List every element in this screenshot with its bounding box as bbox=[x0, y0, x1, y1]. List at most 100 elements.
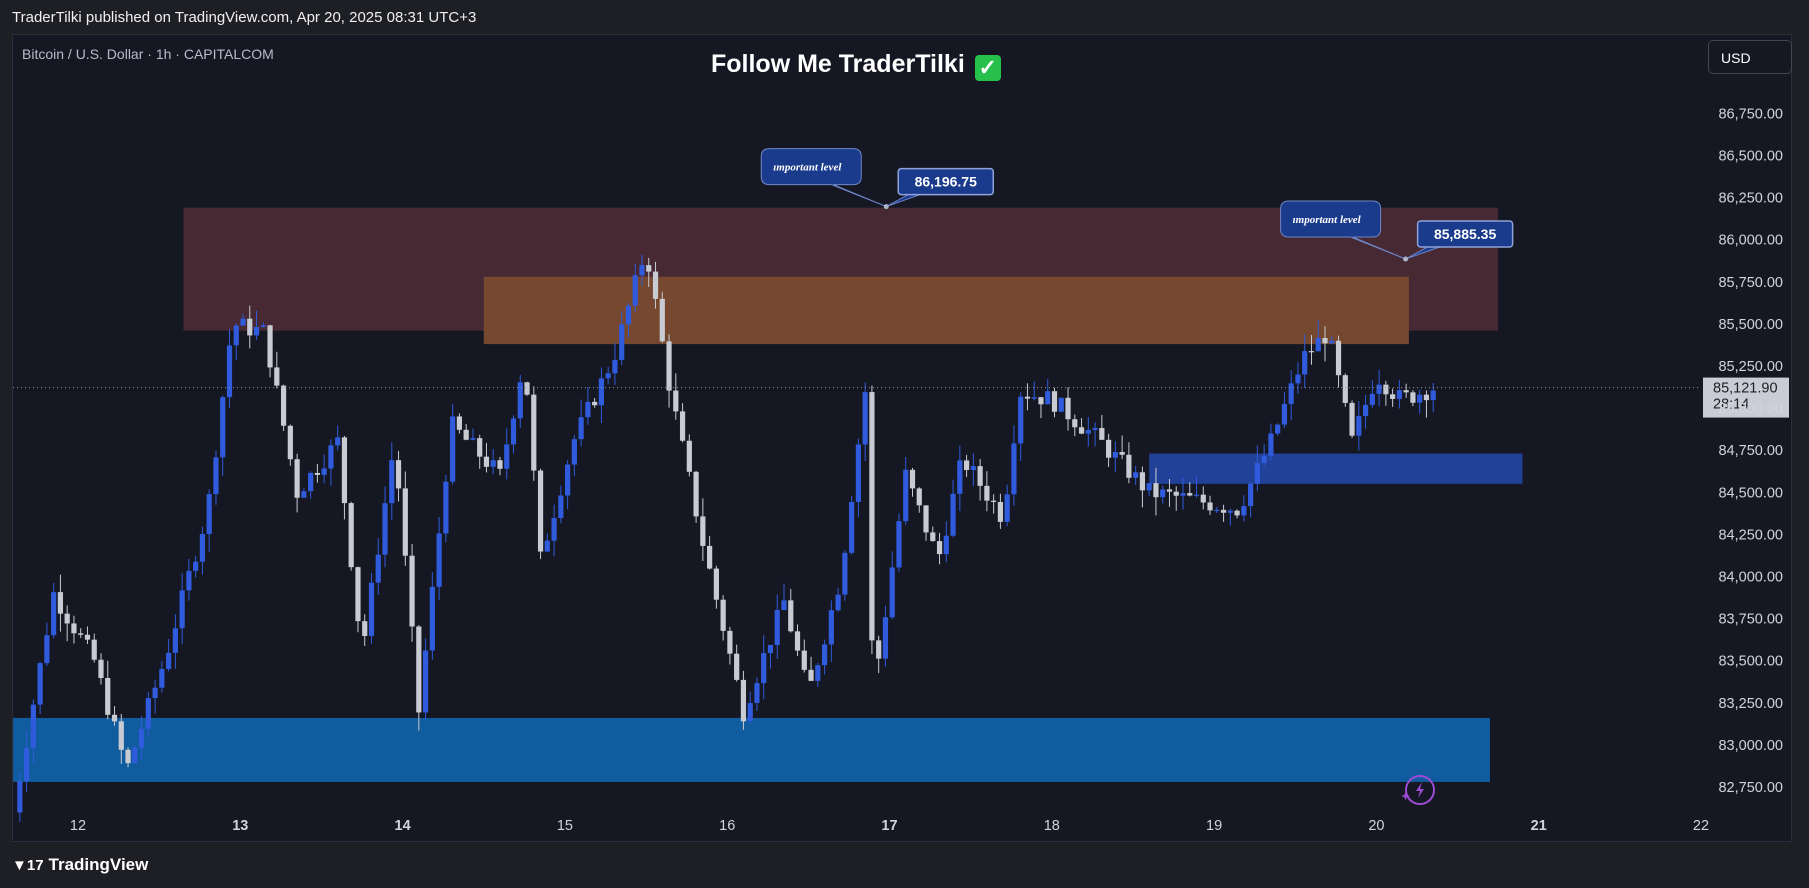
candle-body bbox=[558, 495, 564, 519]
price-tick-label: 82,750.00 bbox=[1718, 780, 1783, 796]
candle-body bbox=[1356, 416, 1362, 436]
candle-body bbox=[1302, 351, 1308, 375]
candle-body bbox=[578, 417, 584, 440]
candle-body bbox=[828, 610, 834, 645]
candle-body bbox=[1308, 351, 1315, 353]
candle-body bbox=[132, 747, 138, 764]
candle-body bbox=[1275, 424, 1281, 434]
candle-body bbox=[497, 460, 503, 469]
candle-body bbox=[220, 397, 226, 458]
candle-body bbox=[659, 298, 665, 342]
candle-body bbox=[1396, 390, 1402, 399]
price-tick-label: 84,250.00 bbox=[1718, 527, 1783, 543]
price-axis: 86,750.00 86,500.00 86,250.00 86,000.00 85,7… bbox=[1718, 106, 1783, 796]
candle-body bbox=[355, 567, 361, 622]
candle-body bbox=[808, 669, 814, 681]
current-price-box bbox=[1703, 377, 1789, 418]
candle-body bbox=[1085, 429, 1091, 434]
candle-body bbox=[1065, 397, 1071, 420]
candle-body bbox=[815, 665, 821, 681]
price-tick-label: 85,500.00 bbox=[1718, 317, 1783, 333]
candle-body bbox=[335, 437, 341, 446]
candle-body bbox=[882, 617, 889, 659]
candle-body bbox=[1430, 390, 1436, 401]
candle-body bbox=[788, 600, 794, 632]
candle-body bbox=[821, 644, 828, 666]
candle-body bbox=[17, 780, 23, 813]
candle-body bbox=[605, 373, 611, 379]
candle-body bbox=[1004, 494, 1010, 522]
candle-body bbox=[1051, 391, 1058, 412]
candle-body bbox=[287, 425, 293, 460]
candle-body bbox=[781, 600, 787, 611]
candle-body bbox=[997, 501, 1004, 522]
candle-body bbox=[1207, 502, 1213, 511]
candle-body bbox=[368, 582, 375, 636]
candle-body bbox=[686, 440, 692, 472]
time-tick-label: 17 bbox=[881, 818, 897, 834]
candle-body bbox=[314, 472, 320, 475]
candle-body bbox=[1024, 396, 1031, 399]
candle-body bbox=[233, 325, 239, 346]
candle-body bbox=[754, 683, 760, 704]
candle-body bbox=[1112, 451, 1118, 458]
candle-body bbox=[1220, 509, 1227, 513]
candle-body bbox=[240, 318, 246, 326]
price-tick-label: 85,250.00 bbox=[1718, 359, 1783, 375]
publisher-line: TraderTilki published on TradingView.com… bbox=[12, 9, 477, 26]
check-mark-icon: ✓ bbox=[974, 55, 1001, 81]
price-tick-label: 83,750.00 bbox=[1718, 612, 1783, 628]
candle-body bbox=[341, 437, 348, 504]
anchor-dot bbox=[883, 204, 889, 210]
candle-body bbox=[1241, 506, 1247, 516]
price-tick-label: 83,250.00 bbox=[1718, 696, 1783, 712]
candle-body bbox=[869, 392, 875, 641]
candle-body bbox=[24, 747, 30, 781]
candle-body bbox=[152, 687, 158, 699]
price-tick-label: 86,500.00 bbox=[1718, 149, 1783, 165]
candle-body bbox=[44, 635, 50, 664]
candle-body bbox=[1092, 428, 1098, 430]
symbol-info: Bitcoin / U.S. Dollar · 1h · CAPITALCOM bbox=[22, 46, 274, 62]
candle-body bbox=[1417, 394, 1423, 403]
candle-body bbox=[1031, 397, 1037, 399]
candle-body bbox=[1281, 403, 1288, 425]
candle-body bbox=[1011, 443, 1017, 495]
candle-body bbox=[179, 590, 185, 629]
anchor-dot bbox=[1403, 256, 1409, 262]
candle-body bbox=[950, 493, 956, 536]
candle-body bbox=[1214, 509, 1220, 512]
candle-body bbox=[260, 325, 266, 327]
candle-body bbox=[510, 418, 517, 445]
chart-panel[interactable] bbox=[12, 34, 1792, 842]
price-tick-label: 86,750.00 bbox=[1718, 106, 1783, 122]
candle-body bbox=[991, 500, 997, 502]
candle-body bbox=[984, 485, 990, 501]
flash-icon[interactable] bbox=[1401, 775, 1435, 805]
candle-body bbox=[490, 460, 496, 467]
candle-body bbox=[1410, 392, 1416, 403]
currency-button[interactable]: USD bbox=[1708, 40, 1792, 74]
candle-body bbox=[226, 345, 233, 398]
candle-body bbox=[253, 326, 260, 336]
candle-body bbox=[84, 634, 91, 640]
candle-body bbox=[51, 592, 57, 636]
tradingview-logo[interactable]: ▼17 TradingView bbox=[12, 855, 148, 875]
candle-body bbox=[1329, 340, 1335, 344]
candle-body bbox=[436, 533, 442, 587]
candle-body bbox=[57, 592, 64, 614]
candle-body bbox=[78, 633, 84, 635]
price-tick-label: 86,000.00 bbox=[1718, 233, 1783, 249]
candle-body bbox=[98, 659, 104, 678]
candle-body bbox=[166, 652, 172, 669]
tradingview-logo-icon: ▼17 bbox=[12, 857, 44, 874]
candle-body bbox=[172, 628, 178, 653]
candle-body bbox=[138, 728, 145, 748]
candle-body bbox=[375, 554, 381, 583]
candle-body bbox=[280, 385, 287, 426]
candle-body bbox=[1376, 384, 1382, 394]
candle-body bbox=[1078, 427, 1085, 434]
candle-body bbox=[855, 444, 861, 502]
